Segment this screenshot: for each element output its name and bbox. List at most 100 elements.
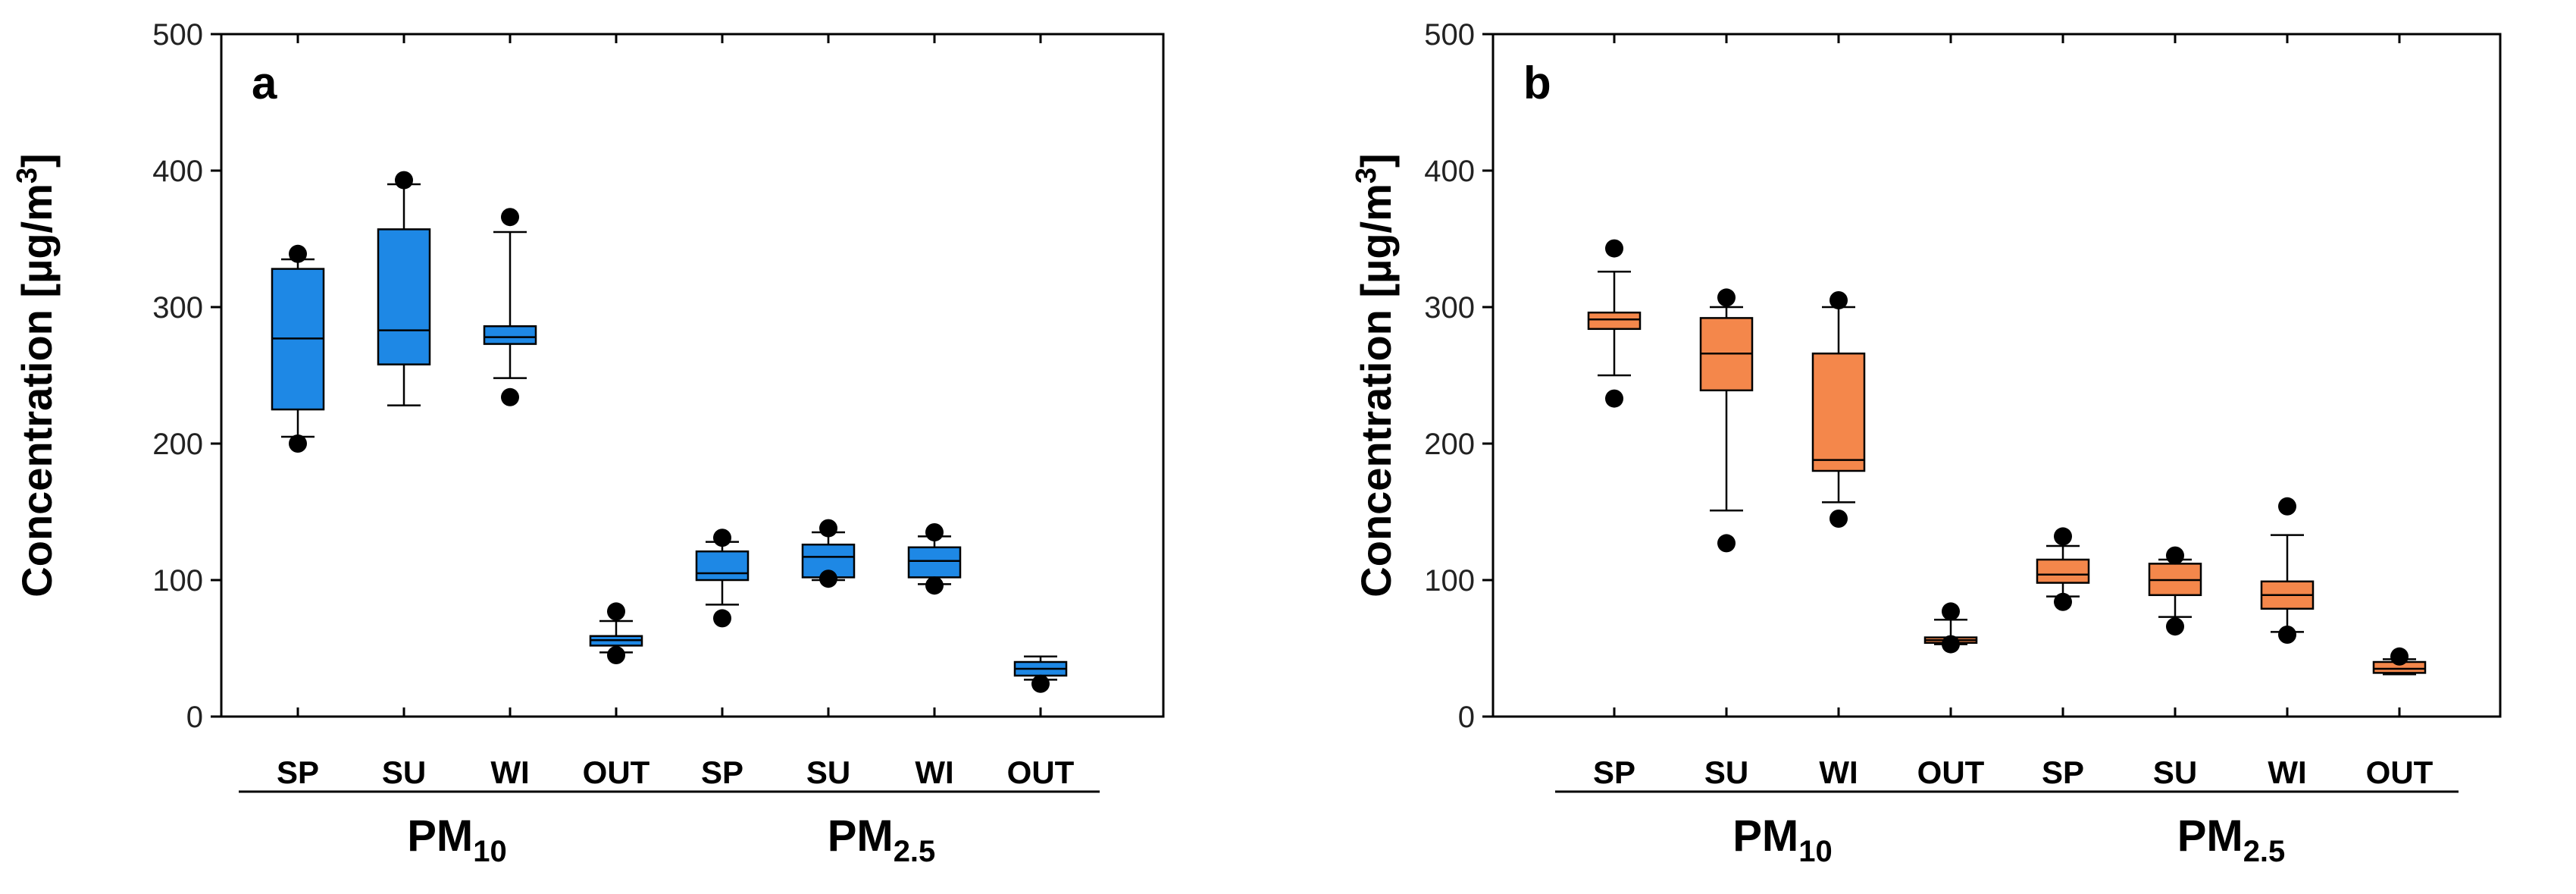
- outlier-point: [1942, 635, 1960, 654]
- group-label-base: PM: [828, 811, 894, 861]
- y-axis-label-main: Concentration [µg/m: [13, 184, 61, 598]
- outlier-point: [501, 387, 519, 406]
- y-tick-label: 200: [152, 428, 203, 461]
- category-label: SP: [2042, 754, 2084, 790]
- y-axis-label-end: ]: [1352, 153, 1400, 168]
- y-tick-label: 200: [1424, 428, 1475, 461]
- outlier-point: [713, 609, 731, 628]
- category-label: WI: [490, 754, 529, 790]
- box-wi-6: [2260, 497, 2315, 644]
- outlier-point: [2054, 527, 2072, 546]
- box-su-1: [377, 171, 431, 406]
- category-label: OUT: [1007, 754, 1075, 790]
- category-label: WI: [2268, 754, 2306, 790]
- y-tick-label: 400: [152, 155, 203, 188]
- group-label-sub: 10: [473, 835, 507, 868]
- y-tick-label: 300: [1424, 291, 1475, 325]
- category-label: OUT: [2366, 754, 2434, 790]
- plot-frame: [1491, 33, 2502, 718]
- outlier-point: [607, 646, 625, 664]
- box-out-3: [589, 602, 643, 664]
- panel-b: 0 100 200 300 400 500 b Concentration [µg/m3] SP…: [1351, 18, 2502, 868]
- group-label-base: PM: [1732, 811, 1798, 861]
- outlier-point: [1717, 534, 1736, 553]
- outlier-point: [925, 576, 944, 595]
- y-tick-label: 400: [1424, 155, 1475, 188]
- box-sp-0: [271, 244, 325, 453]
- y-axis-label-main: Concentration [µg/m: [1352, 184, 1400, 598]
- box-su-1: [1699, 288, 1754, 553]
- category-label: OUT: [1917, 754, 1985, 790]
- box-wi-6: [907, 523, 962, 595]
- box-body: [377, 228, 431, 365]
- outlier-point: [1717, 288, 1736, 307]
- outlier-point: [2278, 626, 2296, 644]
- outlier-point: [2278, 497, 2296, 516]
- group-label-sub: 2.5: [2243, 835, 2286, 868]
- category-label: SP: [277, 754, 319, 790]
- group-label: PM2.5: [828, 811, 936, 868]
- outlier-point: [2166, 546, 2184, 565]
- panel-a: 0 100 200 300 400 500 a Concentration [µg/m3] SP…: [11, 18, 1165, 868]
- box-body: [2036, 558, 2090, 584]
- box-sp-0: [1587, 239, 1642, 408]
- y-tick-label: 300: [152, 291, 203, 325]
- y-tick-label: 0: [1458, 701, 1475, 734]
- y-axis-label-end: ]: [13, 153, 61, 168]
- box-su-5: [2148, 546, 2202, 636]
- group-label-sub: 2.5: [894, 835, 936, 868]
- outlier-point: [607, 602, 625, 621]
- box-out-3: [1923, 602, 1978, 654]
- outlier-point: [713, 529, 731, 547]
- outlier-point: [1829, 291, 1848, 309]
- category-label: WI: [1819, 754, 1858, 790]
- y-tick-label: 0: [186, 701, 203, 734]
- y-tick-label: 500: [1424, 18, 1475, 52]
- box-body: [907, 546, 962, 579]
- category-label: SU: [382, 754, 426, 790]
- outlier-point: [2166, 617, 2184, 636]
- outlier-point: [289, 244, 307, 263]
- box-su-5: [801, 519, 856, 588]
- y-axis-label: Concentration [µg/m3]: [1351, 153, 1400, 597]
- category-label: OUT: [583, 754, 650, 790]
- group-label: PM10: [1732, 811, 1833, 868]
- y-tick-label: 100: [1424, 564, 1475, 598]
- box-out-7: [2372, 647, 2427, 676]
- outlier-point: [501, 208, 519, 227]
- outlier-point: [1605, 239, 1623, 258]
- category-label: SU: [2153, 754, 2197, 790]
- outlier-point: [395, 171, 413, 190]
- panel-label: a: [252, 58, 277, 108]
- box-sp-4: [695, 529, 750, 628]
- y-tick-label: 500: [152, 18, 203, 52]
- y-axis-label: Concentration [µg/m3]: [11, 153, 61, 597]
- outlier-point: [819, 569, 837, 588]
- group-label-base: PM: [2177, 811, 2243, 861]
- category-label: SP: [701, 754, 743, 790]
- box-body: [483, 325, 537, 345]
- category-label: WI: [915, 754, 953, 790]
- category-label: SU: [1704, 754, 1748, 790]
- category-label: SP: [1593, 754, 1635, 790]
- group-label: PM2.5: [2177, 811, 2286, 868]
- outlier-point: [1829, 510, 1848, 528]
- outlier-point: [1605, 389, 1623, 408]
- outlier-point: [1942, 602, 1960, 621]
- panel-label: b: [1523, 58, 1551, 108]
- y-axis-label-sup: 3: [1351, 168, 1382, 184]
- group-label: PM10: [407, 811, 507, 868]
- box-body: [1811, 352, 1866, 472]
- y-tick-label: 100: [152, 564, 203, 598]
- box-wi-2: [1811, 291, 1866, 528]
- plot-frame: [220, 33, 1165, 718]
- outlier-point: [1031, 674, 1050, 693]
- box-sp-4: [2036, 527, 2090, 611]
- group-label-sub: 10: [1798, 835, 1833, 868]
- outlier-point: [289, 434, 307, 453]
- y-axis-label-sup: 3: [11, 168, 43, 184]
- outlier-point: [819, 519, 837, 538]
- box-out-7: [1013, 655, 1068, 693]
- category-label: SU: [806, 754, 850, 790]
